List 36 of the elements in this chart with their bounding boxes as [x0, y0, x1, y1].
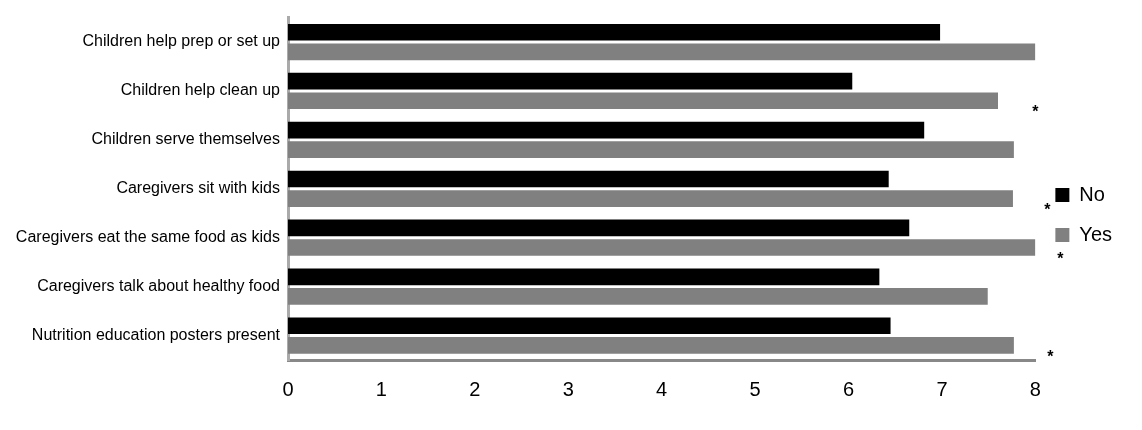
x-tick-label: 0 [282, 377, 294, 400]
y-tick-label: Children serve themselves [91, 130, 280, 148]
x-tick-label: 5 [749, 377, 761, 400]
bar [288, 337, 1014, 354]
legend-label: No [1079, 182, 1105, 205]
y-tick-label: Children help clean up [120, 81, 281, 99]
text: * [1047, 347, 1055, 365]
bar [288, 190, 1013, 207]
bar [288, 219, 910, 237]
bar [288, 92, 998, 110]
x-tick-label: 4 [656, 377, 668, 400]
bar [288, 268, 880, 286]
bar [288, 317, 891, 335]
x-tick-label: 2 [469, 377, 481, 400]
y-tick-label: Nutrition education posters present [31, 325, 281, 343]
text: * [1044, 201, 1052, 219]
x-tick-label: 8 [1029, 377, 1041, 400]
x-tick-label: 3 [562, 377, 574, 400]
y-tick-label: Children help prep or set up [82, 32, 281, 50]
bar [288, 23, 941, 41]
x-tick-label: 7 [936, 377, 948, 400]
bar [288, 239, 1036, 256]
bar [288, 141, 1014, 158]
x-tick-label: 6 [842, 377, 855, 400]
bar [288, 43, 1036, 61]
y-tick-label: Caregivers eat the same food as kids [15, 228, 280, 246]
bar [288, 288, 988, 305]
bar [288, 170, 889, 188]
y-tick-label: Caregivers talk about healthy food [37, 277, 280, 295]
bar [288, 121, 925, 139]
y-tick-label: Caregivers sit with kids [116, 179, 280, 197]
x-tick-label: 1 [375, 377, 387, 400]
annotation: * [1032, 103, 1040, 121]
text: * [1057, 250, 1065, 268]
bar [288, 72, 853, 90]
legend-label: Yes [1079, 222, 1113, 245]
